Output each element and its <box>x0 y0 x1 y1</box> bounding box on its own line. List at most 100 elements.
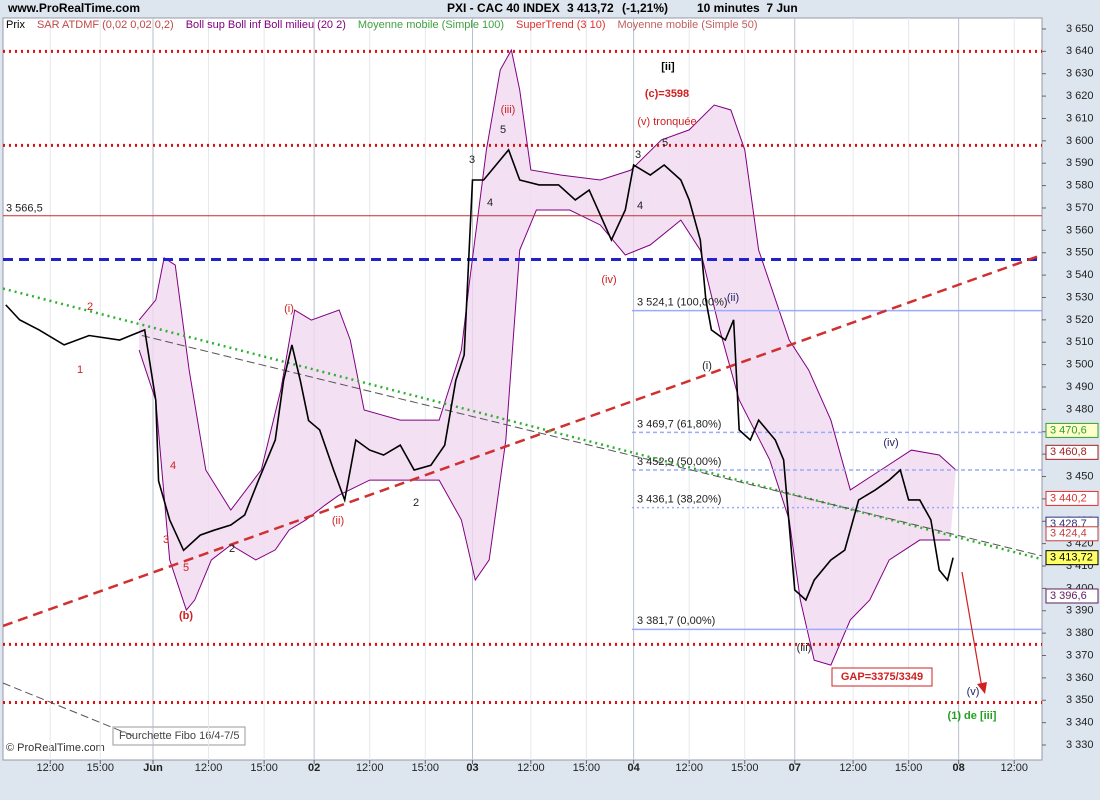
annotation: 4 <box>170 460 176 472</box>
annotation: (ii) <box>332 515 344 527</box>
y-tick-label: 3 640 <box>1066 45 1094 57</box>
price-tag-label: 3 413,72 <box>1050 552 1093 564</box>
legend-entry: Moyenne mobile (Simple 100) <box>358 19 504 31</box>
y-tick-label: 3 590 <box>1066 157 1094 169</box>
y-tick-label: 3 500 <box>1066 359 1094 371</box>
annotation: (iv) <box>883 437 898 449</box>
fibo-box <box>112 726 246 746</box>
price-tag <box>1045 588 1099 604</box>
y-tick-label: 3 560 <box>1066 224 1094 236</box>
annotation: [ii] <box>661 61 675 73</box>
annotation: (1) de [iii] <box>948 710 997 722</box>
y-tick-label: 3 370 <box>1066 649 1094 661</box>
arrow <box>961 571 983 689</box>
y-tick-label: 3 520 <box>1066 314 1094 326</box>
price-tag <box>1045 550 1099 566</box>
legend-entry: Boll sup Boll inf Boll milieu (20 2) <box>186 19 346 31</box>
annotation: 3 <box>469 154 475 166</box>
y-tick-label: 3 550 <box>1066 247 1094 259</box>
x-tick-label: 15:00 <box>250 762 278 774</box>
price-tag-label: 3 440,2 <box>1050 492 1087 504</box>
annotation: 5 <box>662 137 668 149</box>
annotation: 4 <box>487 197 493 209</box>
legend-entry: Prix <box>6 19 25 31</box>
y-tick-label: 3 650 <box>1066 23 1094 35</box>
level-label: 3 566,5 <box>6 203 43 215</box>
last-price: 3 413,72 <box>567 1 614 15</box>
price-tag-label: 3 470,6 <box>1050 424 1087 436</box>
y-tick-label: 3 380 <box>1066 627 1094 639</box>
y-tick-label: 3 480 <box>1066 403 1094 415</box>
price-tag-label: 3 460,8 <box>1050 446 1087 458</box>
x-tick-label: 07 <box>789 762 801 774</box>
x-tick-label: 12:00 <box>675 762 703 774</box>
price-tag <box>1045 444 1099 460</box>
annotation: (ii) <box>727 292 739 304</box>
y-tick-label: 3 350 <box>1066 694 1094 706</box>
y-tick-label: 3 530 <box>1066 291 1094 303</box>
x-tick-label: 12:00 <box>1000 762 1028 774</box>
annotation: 1 <box>77 364 83 376</box>
annotation: 2 <box>413 497 419 509</box>
fibo-box-text: Fourchette Fibo 16/4-7/5 <box>119 730 239 742</box>
price-tag <box>1045 490 1099 506</box>
x-tick-label: 15:00 <box>86 762 114 774</box>
x-tick-label: 12:00 <box>839 762 867 774</box>
annotation: 3 <box>635 149 641 161</box>
y-tick-label: 3 360 <box>1066 672 1094 684</box>
fib-label: 3 524,1 (100,00%) <box>637 297 728 309</box>
annotation: 5 <box>500 124 506 136</box>
annotation: (v) tronquée <box>637 116 696 128</box>
y-tick-label: 3 580 <box>1066 180 1094 192</box>
period: 10 minutes 7 Jun <box>697 1 798 15</box>
x-tick-label: 15:00 <box>895 762 923 774</box>
fib-label: 3 436,1 (38,20%) <box>637 494 721 506</box>
bollinger-upper <box>138 48 957 511</box>
annotation: (i) <box>284 303 294 315</box>
legend-entry: SuperTrend (3 10) <box>516 19 605 31</box>
trendline <box>3 287 1042 561</box>
x-tick-label: 12:00 <box>517 762 545 774</box>
plot: 3 566,5 3 524,1 (100,00%) 3 469,7 (61,80%)… <box>3 18 1042 760</box>
trendline <box>141 335 1042 557</box>
annotation: 3 <box>163 534 169 546</box>
chart-title: PXI - CAC 40 INDEX <box>447 1 560 15</box>
x-tick-label: 12:00 <box>36 762 64 774</box>
annotation: 5 <box>183 562 189 574</box>
site: www.ProRealTime.com <box>7 1 140 15</box>
price-tag-label: 3 424,4 <box>1050 528 1087 540</box>
y-tick-label: 3 600 <box>1066 135 1094 147</box>
y-tick-label: 3 630 <box>1066 68 1094 80</box>
fib-label: 3 452,9 (50,00%) <box>637 456 721 468</box>
annotation: (b) <box>179 610 193 622</box>
price-tag-label: 3 396,6 <box>1050 590 1087 602</box>
x-tick-label: 12:00 <box>356 762 384 774</box>
price-line <box>5 148 954 602</box>
y-tick-label: 3 570 <box>1066 202 1094 214</box>
legend-entry: Moyenne mobile (Simple 50) <box>618 19 758 31</box>
y-tick-label: 3 490 <box>1066 381 1094 393</box>
price-tag <box>1045 422 1099 438</box>
x-tick-label: 15:00 <box>731 762 759 774</box>
change: (-1,21%) <box>622 1 668 15</box>
annotation: (i) <box>702 360 712 372</box>
x-tick-label: 08 <box>953 762 965 774</box>
y-tick-label: 3 610 <box>1066 112 1094 124</box>
x-tick-label: Jun <box>143 762 163 774</box>
y-tick-label: 3 340 <box>1066 717 1094 729</box>
annotation: (v) <box>967 686 980 698</box>
y-tick-label: 3 330 <box>1066 739 1094 751</box>
gap-box <box>831 667 933 687</box>
y-tick-label: 3 450 <box>1066 470 1094 482</box>
annotation: (c)=3598 <box>645 88 689 100</box>
y-tick-label: 3 390 <box>1066 605 1094 617</box>
annotation: 2 <box>87 301 93 313</box>
band-fill <box>139 49 956 666</box>
y-tick-label: 3 540 <box>1066 269 1094 281</box>
x-tick-label: 04 <box>627 762 640 774</box>
y-tick-label: 3 620 <box>1066 90 1094 102</box>
legend-entry: SAR ATDMF (0,02 0,02 0,2) <box>37 19 174 31</box>
x-tick-label: 02 <box>308 762 320 774</box>
fib-label: 3 381,7 (0,00%) <box>637 615 715 627</box>
